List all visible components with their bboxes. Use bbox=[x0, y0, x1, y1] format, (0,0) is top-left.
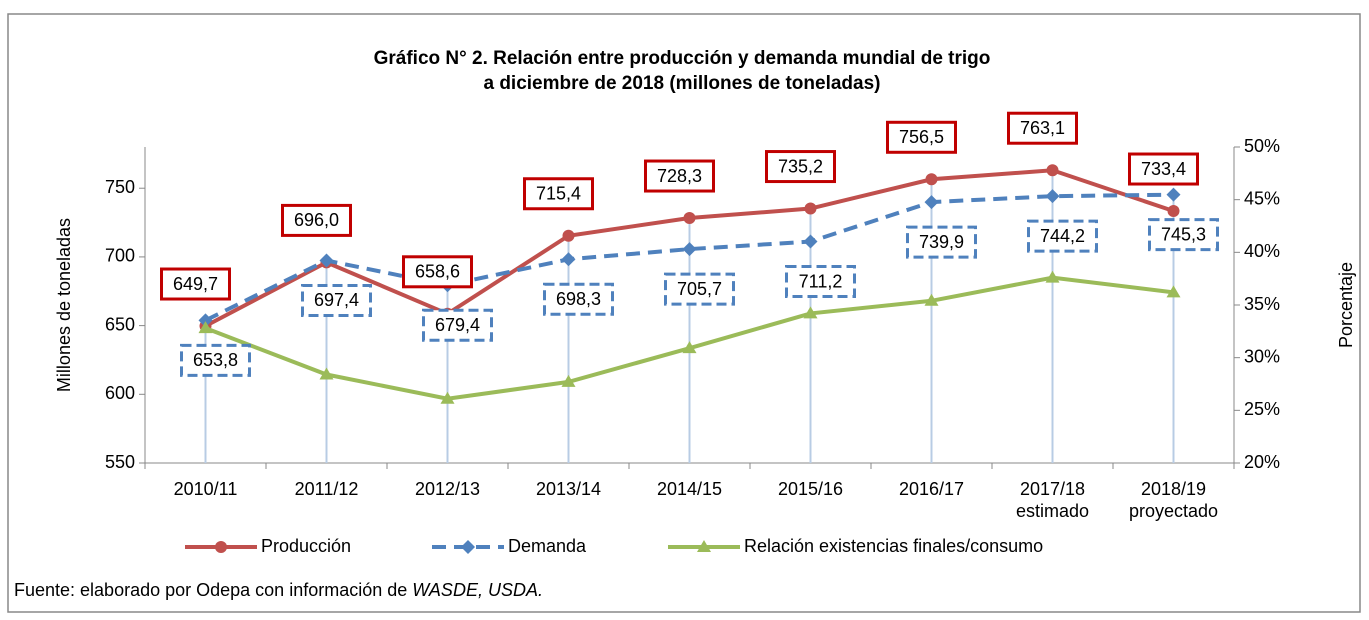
marker bbox=[1046, 164, 1059, 177]
data-label: 698,3 bbox=[556, 289, 601, 309]
marker bbox=[561, 374, 576, 387]
marker bbox=[803, 306, 818, 319]
legend-label: Relación existencias finales/consumo bbox=[744, 536, 1043, 556]
marker bbox=[804, 202, 817, 215]
data-label-box bbox=[1027, 219, 1098, 253]
data-label: 745,3 bbox=[1161, 224, 1206, 244]
data-label-box bbox=[785, 265, 856, 299]
data-label: 715,4 bbox=[536, 184, 581, 204]
x-tick-label: 2015/16 bbox=[778, 479, 843, 499]
series-line bbox=[204, 192, 1174, 323]
marker bbox=[198, 321, 213, 334]
y2-tick-label: 50% bbox=[1244, 136, 1280, 156]
data-label-box bbox=[1128, 152, 1199, 186]
data-label-box bbox=[523, 177, 594, 211]
marker bbox=[1167, 205, 1180, 218]
data-label: 744,2 bbox=[1040, 226, 1085, 246]
y2-tick-label: 35% bbox=[1244, 294, 1280, 314]
marker bbox=[803, 234, 818, 249]
data-label: 735,2 bbox=[778, 156, 823, 176]
x-tick-label: 2011/12 bbox=[295, 479, 359, 499]
data-label-box bbox=[644, 159, 715, 193]
source-italic: WASDE, USDA. bbox=[412, 580, 543, 600]
y2-tick-label: 30% bbox=[1244, 346, 1280, 366]
marker bbox=[1045, 270, 1060, 283]
chart-border bbox=[7, 13, 1361, 613]
marker bbox=[682, 341, 697, 354]
marker bbox=[215, 541, 227, 553]
marker bbox=[461, 540, 475, 554]
x-tick-label: 2016/17 bbox=[899, 479, 964, 499]
y-tick-label: 550 bbox=[105, 452, 135, 472]
data-label: 733,4 bbox=[1141, 159, 1186, 179]
chart-title: Gráfico N° 2. Relación entre producción … bbox=[374, 48, 991, 69]
data-label-box bbox=[160, 267, 231, 301]
x-tick-label: 2010/11 bbox=[174, 479, 238, 499]
data-label: 728,3 bbox=[657, 166, 702, 186]
marker bbox=[683, 212, 696, 225]
y2-tick-label: 40% bbox=[1244, 241, 1280, 261]
marker bbox=[697, 540, 711, 552]
marker bbox=[682, 242, 697, 257]
data-label-box bbox=[765, 150, 836, 184]
data-label: 756,5 bbox=[899, 127, 944, 147]
source-note: Fuente: elaborado por Odepa con informac… bbox=[14, 580, 543, 600]
data-label: 653,8 bbox=[193, 350, 238, 370]
source-text: Fuente: elaborado por Odepa con informac… bbox=[14, 580, 412, 600]
data-label: 649,7 bbox=[173, 274, 218, 294]
data-label: 658,6 bbox=[415, 262, 460, 282]
data-label-box bbox=[402, 255, 473, 289]
data-label-box bbox=[281, 203, 352, 237]
data-label-box bbox=[180, 343, 251, 377]
y-tick-label: 700 bbox=[105, 246, 135, 266]
data-label-box bbox=[1148, 218, 1219, 252]
marker bbox=[924, 195, 939, 210]
y2-axis-label: Porcentaje bbox=[1336, 262, 1356, 348]
marker bbox=[562, 229, 575, 242]
marker bbox=[319, 253, 334, 268]
data-label-box bbox=[886, 120, 957, 154]
marker bbox=[925, 173, 938, 186]
y-tick-label: 600 bbox=[105, 383, 135, 403]
data-label-box bbox=[664, 272, 735, 306]
y-tick-label: 750 bbox=[105, 177, 135, 197]
data-label: 705,7 bbox=[677, 279, 722, 299]
marker bbox=[319, 367, 334, 380]
legend-label: Producción bbox=[261, 536, 351, 556]
data-label-box bbox=[422, 308, 493, 342]
marker bbox=[924, 293, 939, 306]
x-tick-label: 2012/13 bbox=[415, 479, 480, 499]
legend-label: Demanda bbox=[508, 536, 587, 556]
x-tick-label: 2017/18 estimado bbox=[1016, 479, 1089, 521]
y2-tick-label: 20% bbox=[1244, 452, 1280, 472]
y2-tick-label: 25% bbox=[1244, 399, 1280, 419]
marker bbox=[1166, 285, 1181, 298]
chart-title: a diciembre de 2018 (millones de tonelad… bbox=[483, 73, 880, 94]
marker bbox=[440, 391, 455, 404]
data-label: 679,4 bbox=[435, 315, 480, 335]
x-tick-label: 2018/19 proyectado bbox=[1129, 479, 1218, 521]
data-label-box bbox=[906, 225, 977, 259]
data-label: 696,0 bbox=[294, 210, 339, 230]
x-tick-label: 2013/14 bbox=[536, 479, 601, 499]
data-label-box bbox=[301, 283, 372, 317]
marker bbox=[561, 252, 576, 267]
y2-tick-label: 45% bbox=[1244, 188, 1280, 208]
data-label-box bbox=[543, 282, 614, 316]
data-label: 739,9 bbox=[919, 232, 964, 252]
marker bbox=[1045, 189, 1060, 204]
data-label: 697,4 bbox=[314, 290, 359, 310]
data-label: 763,1 bbox=[1020, 118, 1065, 138]
x-tick-label: 2014/15 bbox=[657, 479, 722, 499]
y-tick-label: 650 bbox=[105, 314, 135, 334]
marker bbox=[1166, 187, 1181, 202]
data-label: 711,2 bbox=[799, 271, 843, 291]
marker bbox=[198, 313, 213, 328]
y-axis-label: Millones de toneladas bbox=[54, 218, 74, 392]
data-label-box bbox=[1007, 111, 1078, 145]
